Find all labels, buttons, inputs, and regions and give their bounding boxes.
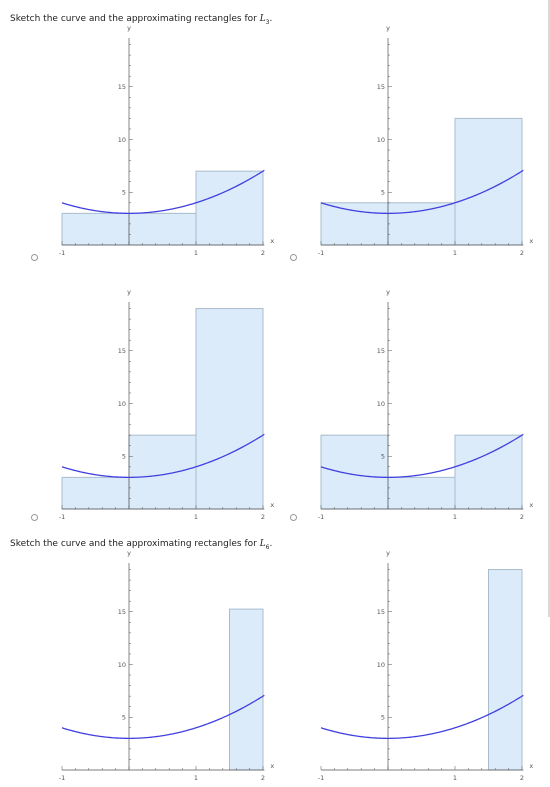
x-tick-label: 1: [453, 774, 457, 782]
x-axis-label: x: [270, 501, 274, 509]
y-tick-label: 15: [377, 347, 385, 355]
approximating-rectangle-3: [454, 434, 523, 510]
y-tick-label: 10: [118, 136, 126, 144]
x-tick-label: 1: [194, 774, 198, 782]
y-tick-label: 5: [381, 453, 385, 461]
y-tick-label: 15: [118, 608, 126, 616]
approximating-rectangle-2: [128, 212, 197, 246]
x-tick-label: 2: [261, 774, 265, 782]
x-axis-label: x: [529, 762, 533, 770]
y-tick-label: 10: [377, 136, 385, 144]
y-tick-label: 5: [381, 189, 385, 197]
x-tick-label: -1: [318, 774, 324, 782]
riemann-sum-plot: 5 10 15 -1 1 2 y x: [59, 549, 275, 782]
y-axis-label: y: [127, 549, 131, 557]
y-tick-label: 5: [122, 189, 126, 197]
window-edge: [548, 0, 550, 617]
x-tick-label: 1: [453, 249, 457, 257]
y-tick-label: 15: [118, 83, 126, 91]
y-tick-label: 15: [377, 608, 385, 616]
y-axis-label: y: [127, 288, 131, 296]
approximating-rectangle-1: [320, 434, 389, 510]
y-tick-label: 15: [377, 83, 385, 91]
approximating-rectangle-3: [195, 308, 264, 510]
function-curve: [320, 433, 524, 478]
y-tick-label: 15: [118, 347, 126, 355]
approximating-rectangle-1: [229, 608, 264, 771]
riemann-sum-index: 6: [265, 543, 270, 551]
x-tick-label: 2: [261, 249, 265, 257]
riemann-sum-symbol: L: [259, 539, 266, 549]
x-tick-label: -1: [59, 513, 65, 521]
question-prefix: Sketch the curve and the approximating r…: [10, 14, 260, 24]
approximating-rectangle-1: [61, 476, 130, 510]
approximating-rectangle-3: [195, 170, 264, 246]
x-axis-label: x: [529, 501, 533, 509]
x-tick-label: 2: [520, 774, 524, 782]
x-tick-label: 2: [520, 513, 524, 521]
x-tick-label: -1: [318, 513, 324, 521]
function-curve: [61, 433, 265, 478]
approximating-rectangle-1: [61, 212, 130, 246]
approximating-rectangle-2: [128, 434, 197, 510]
y-tick-label: 10: [118, 661, 126, 669]
option-graph-1: 5 10 15 -1 1 2 y x: [54, 18, 284, 262]
y-tick-label: 5: [381, 714, 385, 722]
option-graph-6: 5 10 15 -1 1 2 y x: [313, 543, 543, 787]
x-axis-label: x: [270, 762, 274, 770]
y-tick-label: 5: [122, 453, 126, 461]
x-tick-label: -1: [59, 774, 65, 782]
option-radio-4[interactable]: [290, 514, 297, 521]
x-tick-label: 2: [520, 249, 524, 257]
x-tick-label: 1: [194, 513, 198, 521]
question-suffix: .: [269, 539, 273, 549]
option-graph-4: 5 10 15 -1 1 2 y x: [313, 282, 543, 526]
question-prefix: Sketch the curve and the approximating r…: [10, 539, 260, 549]
riemann-sum-plot: 5 10 15 -1 1 2 y x: [318, 549, 534, 782]
question-text-2: Sketch the curve and the approximating r…: [10, 539, 272, 551]
riemann-sum-plot: 5 10 15 -1 1 2 y x: [59, 24, 275, 257]
option-graph-3: 5 10 15 -1 1 2 y x: [54, 282, 284, 526]
approximating-rectangle-2: [387, 476, 456, 510]
riemann-sum-plot: 5 10 15 -1 1 2 y x: [318, 24, 534, 257]
riemann-sum-plot: 5 10 15 -1 1 2 y x: [318, 288, 534, 521]
y-axis-label: y: [386, 549, 390, 557]
x-tick-label: 1: [194, 249, 198, 257]
y-axis-label: y: [127, 24, 131, 32]
function-curve: [61, 169, 265, 214]
option-radio-2[interactable]: [290, 254, 297, 261]
approximating-rectangle-2: [387, 202, 456, 246]
riemann-sum-plot: 5 10 15 -1 1 2 y x: [59, 288, 275, 521]
x-tick-label: 2: [261, 513, 265, 521]
question-text: Sketch the curve and the approximating r…: [10, 14, 272, 26]
x-axis-label: x: [270, 237, 274, 245]
riemann-sum-symbol: L: [259, 14, 266, 24]
option-radio-1[interactable]: [31, 254, 38, 261]
y-axis-label: y: [386, 24, 390, 32]
function-curve: [320, 169, 524, 214]
option-graph-5: 5 10 15 -1 1 2 y x: [54, 543, 284, 787]
y-tick-label: 10: [377, 661, 385, 669]
approximating-rectangle-1: [488, 569, 523, 771]
x-tick-label: -1: [318, 249, 324, 257]
option-graph-2: 5 10 15 -1 1 2 y x: [313, 18, 543, 262]
y-axis-label: y: [386, 288, 390, 296]
approximating-rectangle-1: [320, 202, 389, 246]
riemann-sum-index: 3: [265, 18, 270, 26]
x-tick-label: -1: [59, 249, 65, 257]
x-axis-label: x: [529, 237, 533, 245]
y-tick-label: 5: [122, 714, 126, 722]
question-suffix: .: [269, 14, 273, 24]
y-tick-label: 10: [118, 400, 126, 408]
approximating-rectangle-3: [454, 117, 523, 246]
option-radio-3[interactable]: [31, 514, 38, 521]
x-tick-label: 1: [453, 513, 457, 521]
y-tick-label: 10: [377, 400, 385, 408]
